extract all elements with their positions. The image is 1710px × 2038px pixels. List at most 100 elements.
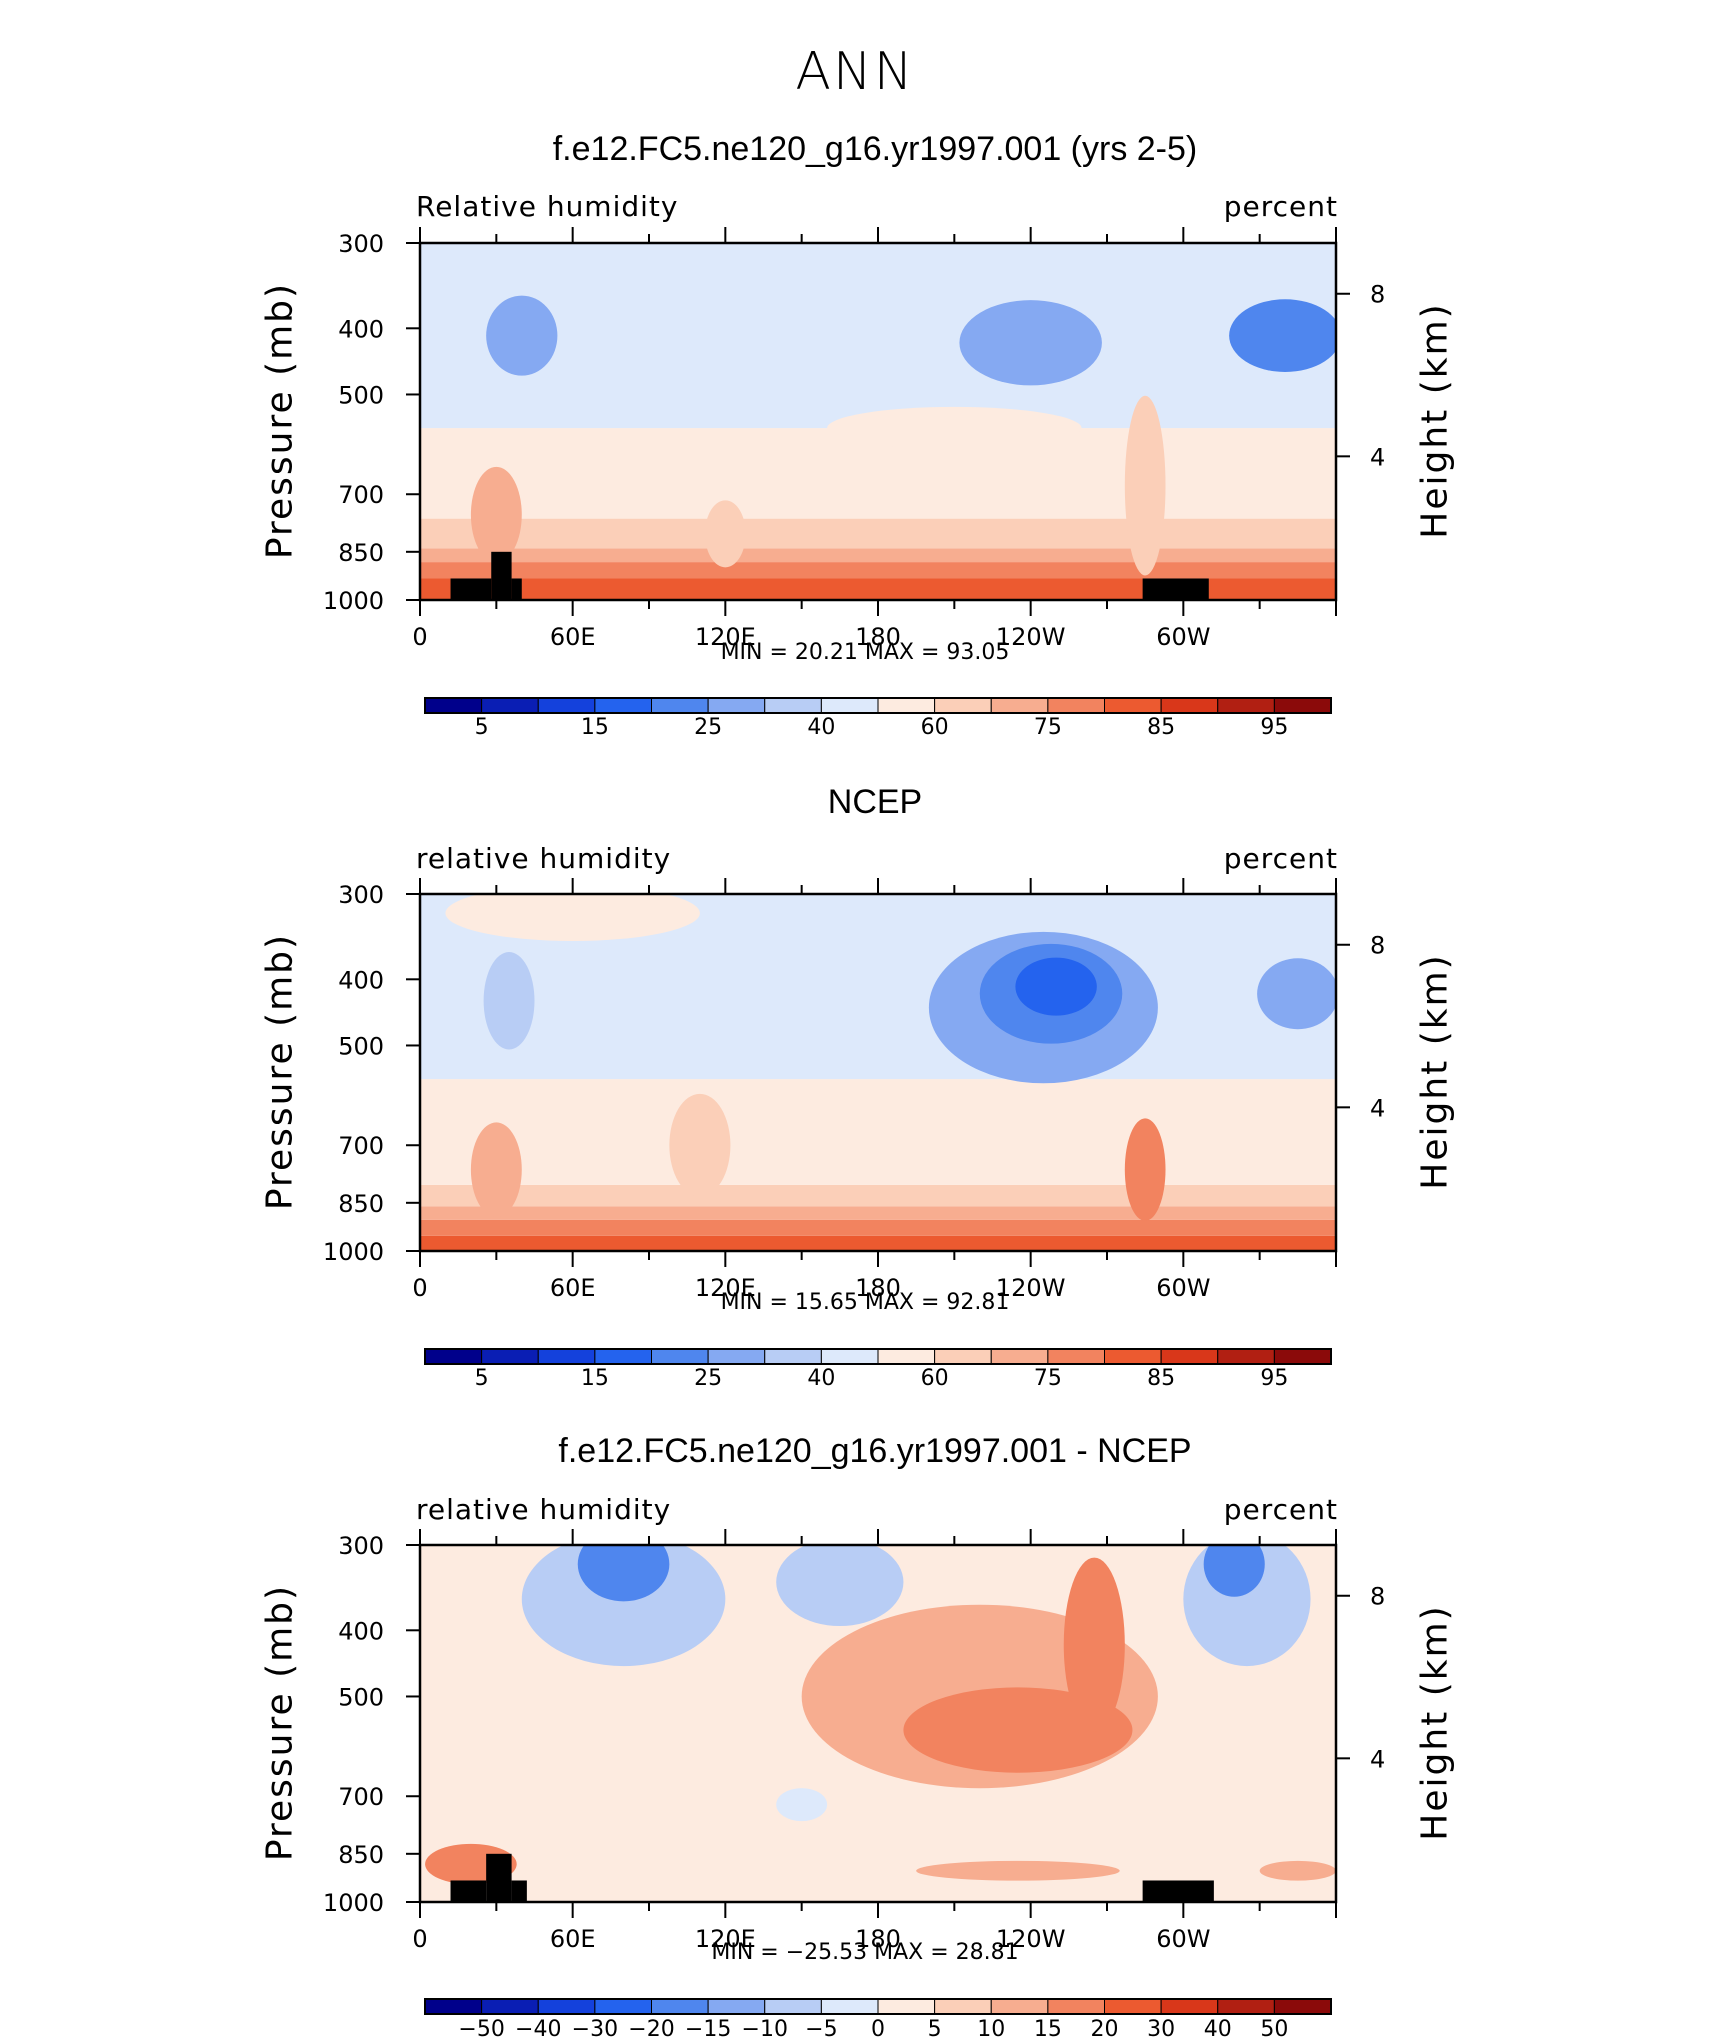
y-tick-label: 700	[338, 1132, 384, 1160]
x-tick-label: 0	[412, 623, 427, 651]
x-tick-label: 120E	[695, 623, 756, 651]
colorbar-label: 15	[581, 715, 609, 740]
colorbar-label: 5	[475, 715, 489, 740]
colorbar-label: −40	[515, 2017, 561, 2038]
colorbar-label: 25	[694, 715, 722, 740]
y-tick-label: 400	[338, 315, 384, 343]
terrain-mask	[1142, 578, 1209, 600]
colorbar-label: 5	[475, 1366, 489, 1391]
x-tick-label: 120W	[996, 623, 1066, 651]
y-tick-label: 850	[338, 1190, 384, 1218]
y-tick-label: 300	[338, 881, 384, 909]
contour-region	[959, 300, 1102, 386]
colorbar-swatch	[1160, 1348, 1219, 1365]
colorbar-label: 85	[1147, 715, 1175, 740]
min-max-readout: MIN = −25.53 MAX = 28.81	[711, 1940, 1019, 1965]
y-tick-label: 400	[338, 1617, 384, 1645]
contour-region	[486, 295, 558, 376]
colorbar-label: 40	[1204, 2017, 1232, 2038]
colorbar-swatch	[1104, 1998, 1162, 2015]
contour-region	[577, 1545, 670, 1602]
x-tick-label: 60W	[1156, 1274, 1210, 1302]
colorbar-swatch	[1160, 1998, 1219, 2015]
colorbar-label: 5	[928, 2017, 942, 2038]
contour-band	[420, 1235, 1336, 1251]
panel-variable-label: relative humidity	[416, 1493, 672, 1526]
y-tick-label: 850	[338, 539, 384, 567]
contour-band	[420, 518, 1336, 549]
colorbar-swatch	[934, 1348, 992, 1365]
terrain-mask	[511, 1880, 527, 1902]
contour-region	[1124, 395, 1166, 576]
colorbar-swatch	[1217, 1348, 1275, 1365]
x-tick-label: 120E	[695, 1274, 756, 1302]
y2-tick-label: 8	[1370, 281, 1385, 309]
panel-title: NCEP	[827, 783, 923, 821]
x-tick-label: 120W	[996, 1925, 1066, 1953]
contour-band	[420, 243, 1336, 429]
x-tick-label: 0	[412, 1274, 427, 1302]
y-tick-label: 700	[338, 1783, 384, 1811]
panel-variable-label: Relative humidity	[416, 190, 679, 223]
min-max-readout: MIN = 20.21 MAX = 93.05	[720, 640, 1010, 665]
terrain-mask	[1142, 1880, 1214, 1902]
colorbar-swatch	[594, 697, 652, 714]
colorbar-swatch	[990, 1998, 1049, 2015]
colorbar-swatch	[707, 697, 766, 714]
colorbar-label: −30	[572, 2017, 618, 2038]
colorbar-label: 75	[1034, 715, 1062, 740]
x-tick-label: 180	[855, 623, 901, 651]
colorbar-label: 85	[1147, 1366, 1175, 1391]
colorbar-swatch	[594, 1998, 652, 2015]
figure-title: ANN	[795, 42, 915, 102]
colorbar-label: −50	[458, 2017, 504, 2038]
colorbar-swatch	[1273, 1998, 1332, 2015]
colorbar-label: −10	[742, 2017, 788, 2038]
contour-band	[420, 1219, 1336, 1236]
colorbar-swatch	[1217, 1998, 1275, 2015]
colorbar-swatch	[820, 1998, 879, 2015]
y-tick-label: 700	[338, 481, 384, 509]
contour-region	[776, 1788, 828, 1822]
x-tick-label: 120W	[996, 1274, 1066, 1302]
colorbar-swatch	[820, 1348, 879, 1365]
contour-region	[470, 466, 522, 563]
colorbar-swatch	[934, 697, 992, 714]
contour-band	[420, 578, 1336, 600]
colorbar-label: 40	[807, 1366, 835, 1391]
colorbar-swatch	[1217, 697, 1275, 714]
colorbar-label: −20	[628, 2017, 674, 2038]
colorbar-label: 0	[871, 2017, 885, 2038]
contour-field-3	[420, 1545, 1336, 1902]
contour-region	[776, 1545, 904, 1627]
contour-region	[1063, 1557, 1125, 1732]
colorbar-swatch	[764, 1348, 822, 1365]
contour-region	[445, 894, 700, 942]
panel-units-label: percent	[1223, 842, 1338, 875]
colorbar-label: −15	[685, 2017, 731, 2038]
contour-region	[916, 1860, 1120, 1881]
contour-region	[1259, 1860, 1336, 1881]
colorbar-label: 15	[581, 1366, 609, 1391]
colorbar-label: 95	[1260, 1366, 1288, 1391]
terrain-mask	[511, 578, 522, 600]
contour-band	[420, 562, 1336, 579]
x-tick-label: 180	[855, 1274, 901, 1302]
y-tick-label: 1000	[323, 1889, 384, 1917]
colorbar-swatch	[1104, 1348, 1162, 1365]
colorbar-swatch	[651, 1348, 709, 1365]
contour-field-2	[420, 894, 1336, 1251]
colorbar-swatch	[651, 697, 709, 714]
x-tick-label: 180	[855, 1925, 901, 1953]
y2-tick-label: 4	[1370, 1094, 1385, 1122]
colorbar-swatch	[764, 1998, 822, 2015]
colorbar-swatch	[1047, 697, 1105, 714]
colorbar-swatch	[481, 1998, 539, 2015]
contour-field-1	[420, 243, 1336, 600]
colorbar-label: 75	[1034, 1366, 1062, 1391]
colorbar-label: 95	[1260, 715, 1288, 740]
colorbar-swatch	[934, 1998, 992, 2015]
contour-region	[1229, 299, 1336, 372]
colorbar-label: 60	[921, 715, 949, 740]
